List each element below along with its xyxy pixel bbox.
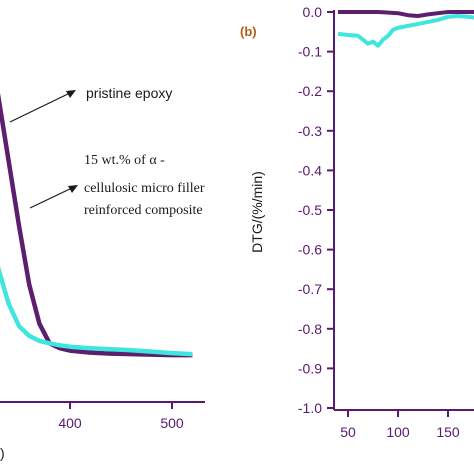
panel-b-series-group	[337, 10, 474, 48]
panel-b-y-tick-label-2: -0.2	[298, 83, 322, 99]
annotation-pristine-epoxy: pristine epoxy	[86, 85, 172, 101]
panel-b-x-ticks: 50 100 150	[340, 410, 460, 440]
panel-b-series-line-0	[338, 10, 474, 18]
panel-b: (b) DTG/(%/min) 0.0 -0.1 -0.2 -0.3 -0.4 -0.5 -…	[240, 4, 474, 440]
panel-b-y-tick-label-3: -0.3	[298, 123, 322, 139]
annotation-arrow-composite	[29, 186, 75, 209]
annotation-composite-line-2: cellulosic micro filler	[84, 181, 205, 196]
panel-b-y-tick-label-6: -0.6	[298, 242, 322, 258]
panel-a: 400 500 ) pristine epoxy 15 wt.% of α - …	[0, 85, 205, 461]
annotation-arrowhead-composite	[68, 185, 78, 193]
panel-b-y-tick-label-5: -0.5	[298, 202, 322, 218]
panel-b-y-tick-label-4: -0.4	[298, 162, 322, 178]
annotation-arrowhead-pristine	[66, 90, 76, 98]
panel-b-y-tick-label-7: -0.7	[298, 281, 322, 297]
panel-b-y-axis-title: DTG/(%/min)	[249, 171, 265, 253]
panel-a-x-tick-label-400: 400	[58, 415, 82, 431]
panel-b-y-tick-label-9: -0.9	[298, 360, 322, 376]
annotation-composite-line-1: 15 wt.% of α -	[84, 153, 165, 168]
panel-a-series-line-1	[0, 265, 193, 357]
panel-b-x-tick-label-2: 150	[436, 424, 460, 440]
panel-a-series-line-0	[0, 92, 193, 358]
panel-b-y-tick-label-0: 0.0	[303, 4, 323, 20]
panel-b-y-tick-label-10: -1.0	[298, 400, 322, 416]
panel-b-y-tick-label-1: -0.1	[298, 44, 322, 60]
panel-b-series-line-1	[337, 14, 474, 48]
panel-b-x-tick-label-1: 100	[386, 424, 410, 440]
panel-b-y-tick-label-8: -0.8	[298, 321, 322, 337]
annotation-arrow-pristine	[9, 91, 73, 123]
panel-b-y-ticks: 0.0 -0.1 -0.2 -0.3 -0.4 -0.5 -0.6 -0.7 -0.8 -0.9 -…	[298, 4, 334, 416]
panel-a-x-tick-label-500: 500	[160, 415, 184, 431]
panel-a-x-axis-title-fragment: )	[0, 445, 5, 461]
panel-b-x-tick-label-0: 50	[340, 424, 356, 440]
annotation-composite-line-3: reinforced composite	[84, 203, 203, 218]
panel-b-label: (b)	[240, 24, 257, 39]
panel-a-series-group	[0, 92, 193, 358]
